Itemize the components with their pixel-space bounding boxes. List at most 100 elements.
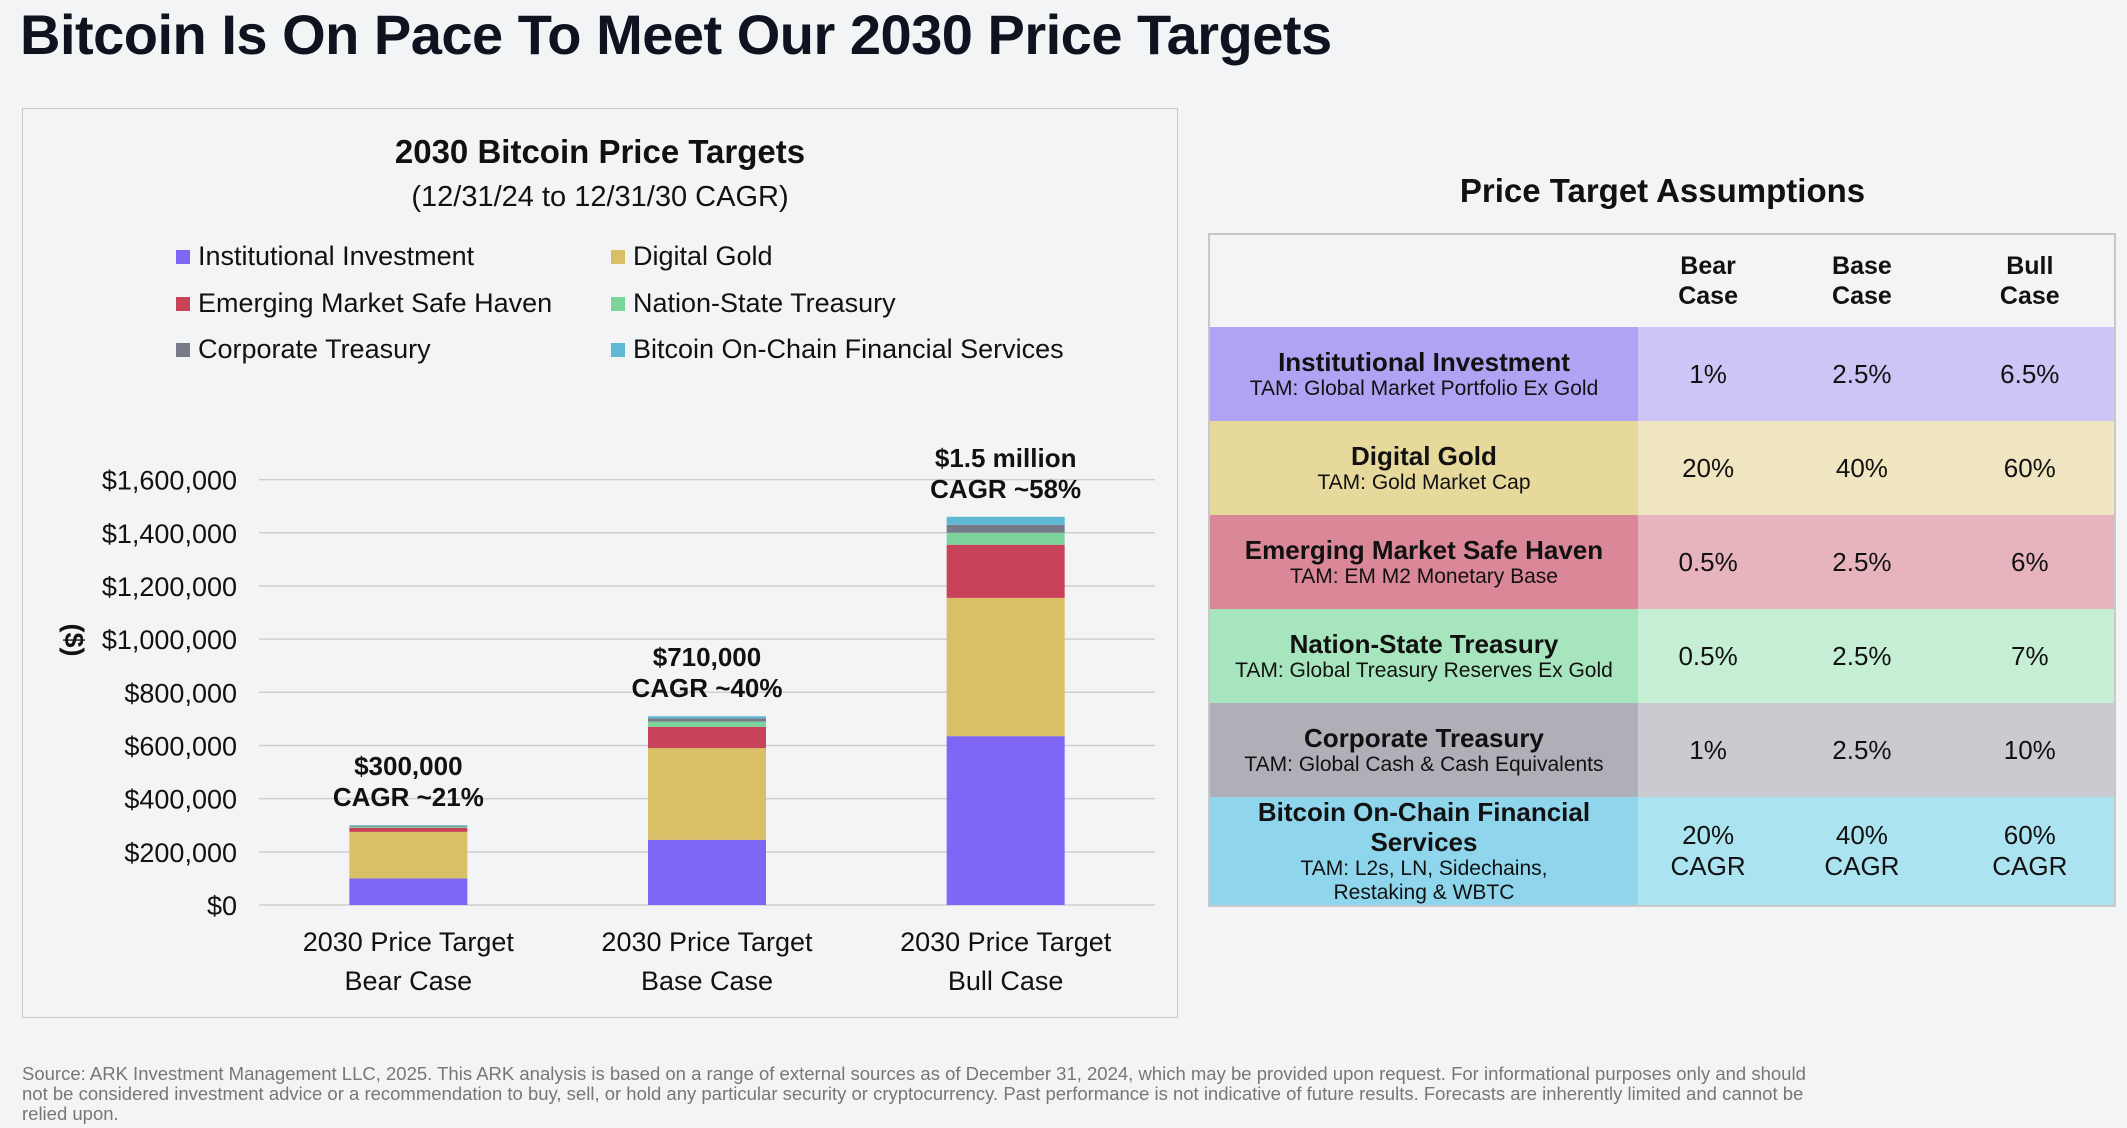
bar-segment xyxy=(648,748,766,840)
legend-item-digital-gold: Digital Gold xyxy=(611,241,773,272)
bar-segment xyxy=(648,839,766,905)
bull-case-cell: 60% CAGR xyxy=(1945,797,2115,906)
cell-value-2: CAGR xyxy=(1824,851,1900,881)
bull-case-cell: 7% xyxy=(1945,609,2115,703)
bar-annotation-cagr: CAGR ~40% xyxy=(632,673,783,703)
chart-panel: 2030 Bitcoin Price Targets (12/31/24 to … xyxy=(22,108,1178,1018)
y-tick-label: $1,600,000 xyxy=(102,466,237,496)
header-line: Bear xyxy=(1680,252,1736,280)
bar-segment xyxy=(946,532,1065,545)
chart-title: 2030 Bitcoin Price Targets xyxy=(394,133,806,170)
x-category-label: Bear Case xyxy=(345,966,473,996)
legend-swatch xyxy=(176,342,190,357)
cell-value: 60% xyxy=(2003,452,2056,483)
bear-case-cell: 1% xyxy=(1637,703,1779,797)
y-tick-label: $1,200,000 xyxy=(102,572,237,602)
y-tick-label: $400,000 xyxy=(124,785,237,815)
bar-segment xyxy=(648,721,766,727)
bar-annotation-value: $710,000 xyxy=(653,642,761,672)
row-tam: TAM: EM M2 Monetary Base xyxy=(1289,565,1558,588)
table-row: Corporate Treasury TAM: Global Cash & Cas… xyxy=(1209,703,2115,797)
row-tam: TAM: Gold Market Cap xyxy=(1317,471,1531,494)
table-row: Bitcoin On-Chain Financial Services TAM: … xyxy=(1209,797,2115,906)
table-header-row: Bear Case Base Case Bull Case xyxy=(1209,234,2115,327)
cell-value: 7% xyxy=(2011,640,2049,671)
cell-value: 20% xyxy=(1682,452,1735,483)
base-case-cell: 40% CAGR xyxy=(1778,797,1946,906)
base-case-cell: 2.5% xyxy=(1778,609,1946,703)
base-case-cell: 2.5% xyxy=(1778,703,1946,797)
y-tick-label: $0 xyxy=(207,891,237,921)
cell-value: 1% xyxy=(1689,358,1727,389)
bar-annotation-cagr: CAGR ~21% xyxy=(333,782,484,812)
row-label-cell: Digital Gold TAM: Gold Market Cap xyxy=(1209,421,1638,515)
row-tam: TAM: L2s, LN, Sidechains, xyxy=(1300,857,1548,880)
bear-case-cell: 1% xyxy=(1637,327,1779,421)
header-blank xyxy=(1209,234,1638,327)
y-tick-label: $1,400,000 xyxy=(102,519,237,549)
cell-value: 10% xyxy=(2003,734,2056,765)
legend-swatch xyxy=(611,249,625,264)
y-axis-label: ($) xyxy=(59,624,89,657)
cell-value: 60% xyxy=(2003,820,2056,850)
table-row: Institutional Investment TAM: Global Mark… xyxy=(1209,327,2115,421)
row-tam-2: Restaking & WBTC xyxy=(1333,881,1515,904)
base-case-cell: 40% xyxy=(1778,421,1946,515)
bar-segment xyxy=(946,544,1065,598)
cell-value: 2.5% xyxy=(1832,734,1892,765)
row-label-cell: Institutional Investment TAM: Global Mark… xyxy=(1209,327,1638,421)
chart-subtitle: (12/31/24 to 12/31/30 CAGR) xyxy=(411,181,789,213)
bar-segment xyxy=(349,825,468,827)
cell-value: 2.5% xyxy=(1832,640,1892,671)
row-tam: TAM: Global Cash & Cash Equivalents xyxy=(1244,753,1604,776)
bar-segment xyxy=(349,831,468,879)
bar-segment xyxy=(349,827,468,832)
bull-case-cell: 6.5% xyxy=(1945,327,2115,421)
row-name: Bitcoin On-Chain Financial Services xyxy=(1257,797,1591,857)
cell-value: 0.5% xyxy=(1678,640,1738,671)
row-name: Institutional Investment xyxy=(1278,347,1570,377)
cell-value: 6% xyxy=(2011,546,2049,577)
bar-segment xyxy=(946,736,1065,905)
cell-value-2: CAGR xyxy=(1670,851,1746,881)
legend-label: Emerging Market Safe Haven xyxy=(198,288,553,318)
bear-case-cell: 20% xyxy=(1637,421,1779,515)
y-tick-label: $600,000 xyxy=(124,731,237,761)
legend-item-emerging-market: Emerging Market Safe Haven xyxy=(176,288,552,319)
assumptions-table: Bear Case Base Case Bull Case Institutional… xyxy=(1208,233,2116,907)
table-row: Nation-State Treasury TAM: Global Treasur… xyxy=(1209,609,2115,703)
cell-value: 2.5% xyxy=(1832,358,1892,389)
row-label-cell: Corporate Treasury TAM: Global Cash & Cas… xyxy=(1209,703,1638,797)
row-label-cell: Nation-State Treasury TAM: Global Treasur… xyxy=(1209,609,1638,703)
header-line: Case xyxy=(1832,282,1892,310)
bull-case-cell: 10% xyxy=(1945,703,2115,797)
row-name: Corporate Treasury xyxy=(1304,723,1544,753)
cell-value: 1% xyxy=(1689,734,1727,765)
header-bull-case: Bull Case xyxy=(1945,234,2115,327)
cell-value-2: CAGR xyxy=(1992,851,2068,881)
legend-item-onchain: Bitcoin On-Chain Financial Services xyxy=(611,334,1064,365)
x-category-label: Base Case xyxy=(641,966,773,996)
header-line: Case xyxy=(1999,282,2060,310)
legend-item-nation-state: Nation-State Treasury xyxy=(611,288,896,319)
legend-label: Nation-State Treasury xyxy=(633,288,896,318)
y-tick-label: $800,000 xyxy=(124,678,237,708)
legend-label: Institutional Investment xyxy=(198,241,475,271)
cell-value: 40% xyxy=(1835,452,1888,483)
row-tam: TAM: Global Treasury Reserves Ex Gold xyxy=(1235,659,1613,682)
row-name: Digital Gold xyxy=(1351,441,1497,471)
legend-label: Corporate Treasury xyxy=(198,334,431,364)
bull-case-cell: 6% xyxy=(1945,515,2115,609)
bar-annotation-cagr: CAGR ~58% xyxy=(930,474,1081,504)
row-label-cell: Emerging Market Safe Haven TAM: EM M2 Mon… xyxy=(1209,515,1638,609)
bar-segment xyxy=(349,826,468,827)
legend-swatch xyxy=(176,249,190,264)
legend-label: Bitcoin On-Chain Financial Services xyxy=(633,334,1064,364)
base-case-cell: 2.5% xyxy=(1778,327,1946,421)
bar-segment xyxy=(648,718,766,722)
legend-swatch xyxy=(611,342,625,357)
y-tick-label: $1,000,000 xyxy=(102,625,237,655)
legend-swatch xyxy=(611,296,625,311)
row-tam: TAM: Global Market Portfolio Ex Gold xyxy=(1249,377,1599,400)
header-base-case: Base Case xyxy=(1778,234,1946,327)
